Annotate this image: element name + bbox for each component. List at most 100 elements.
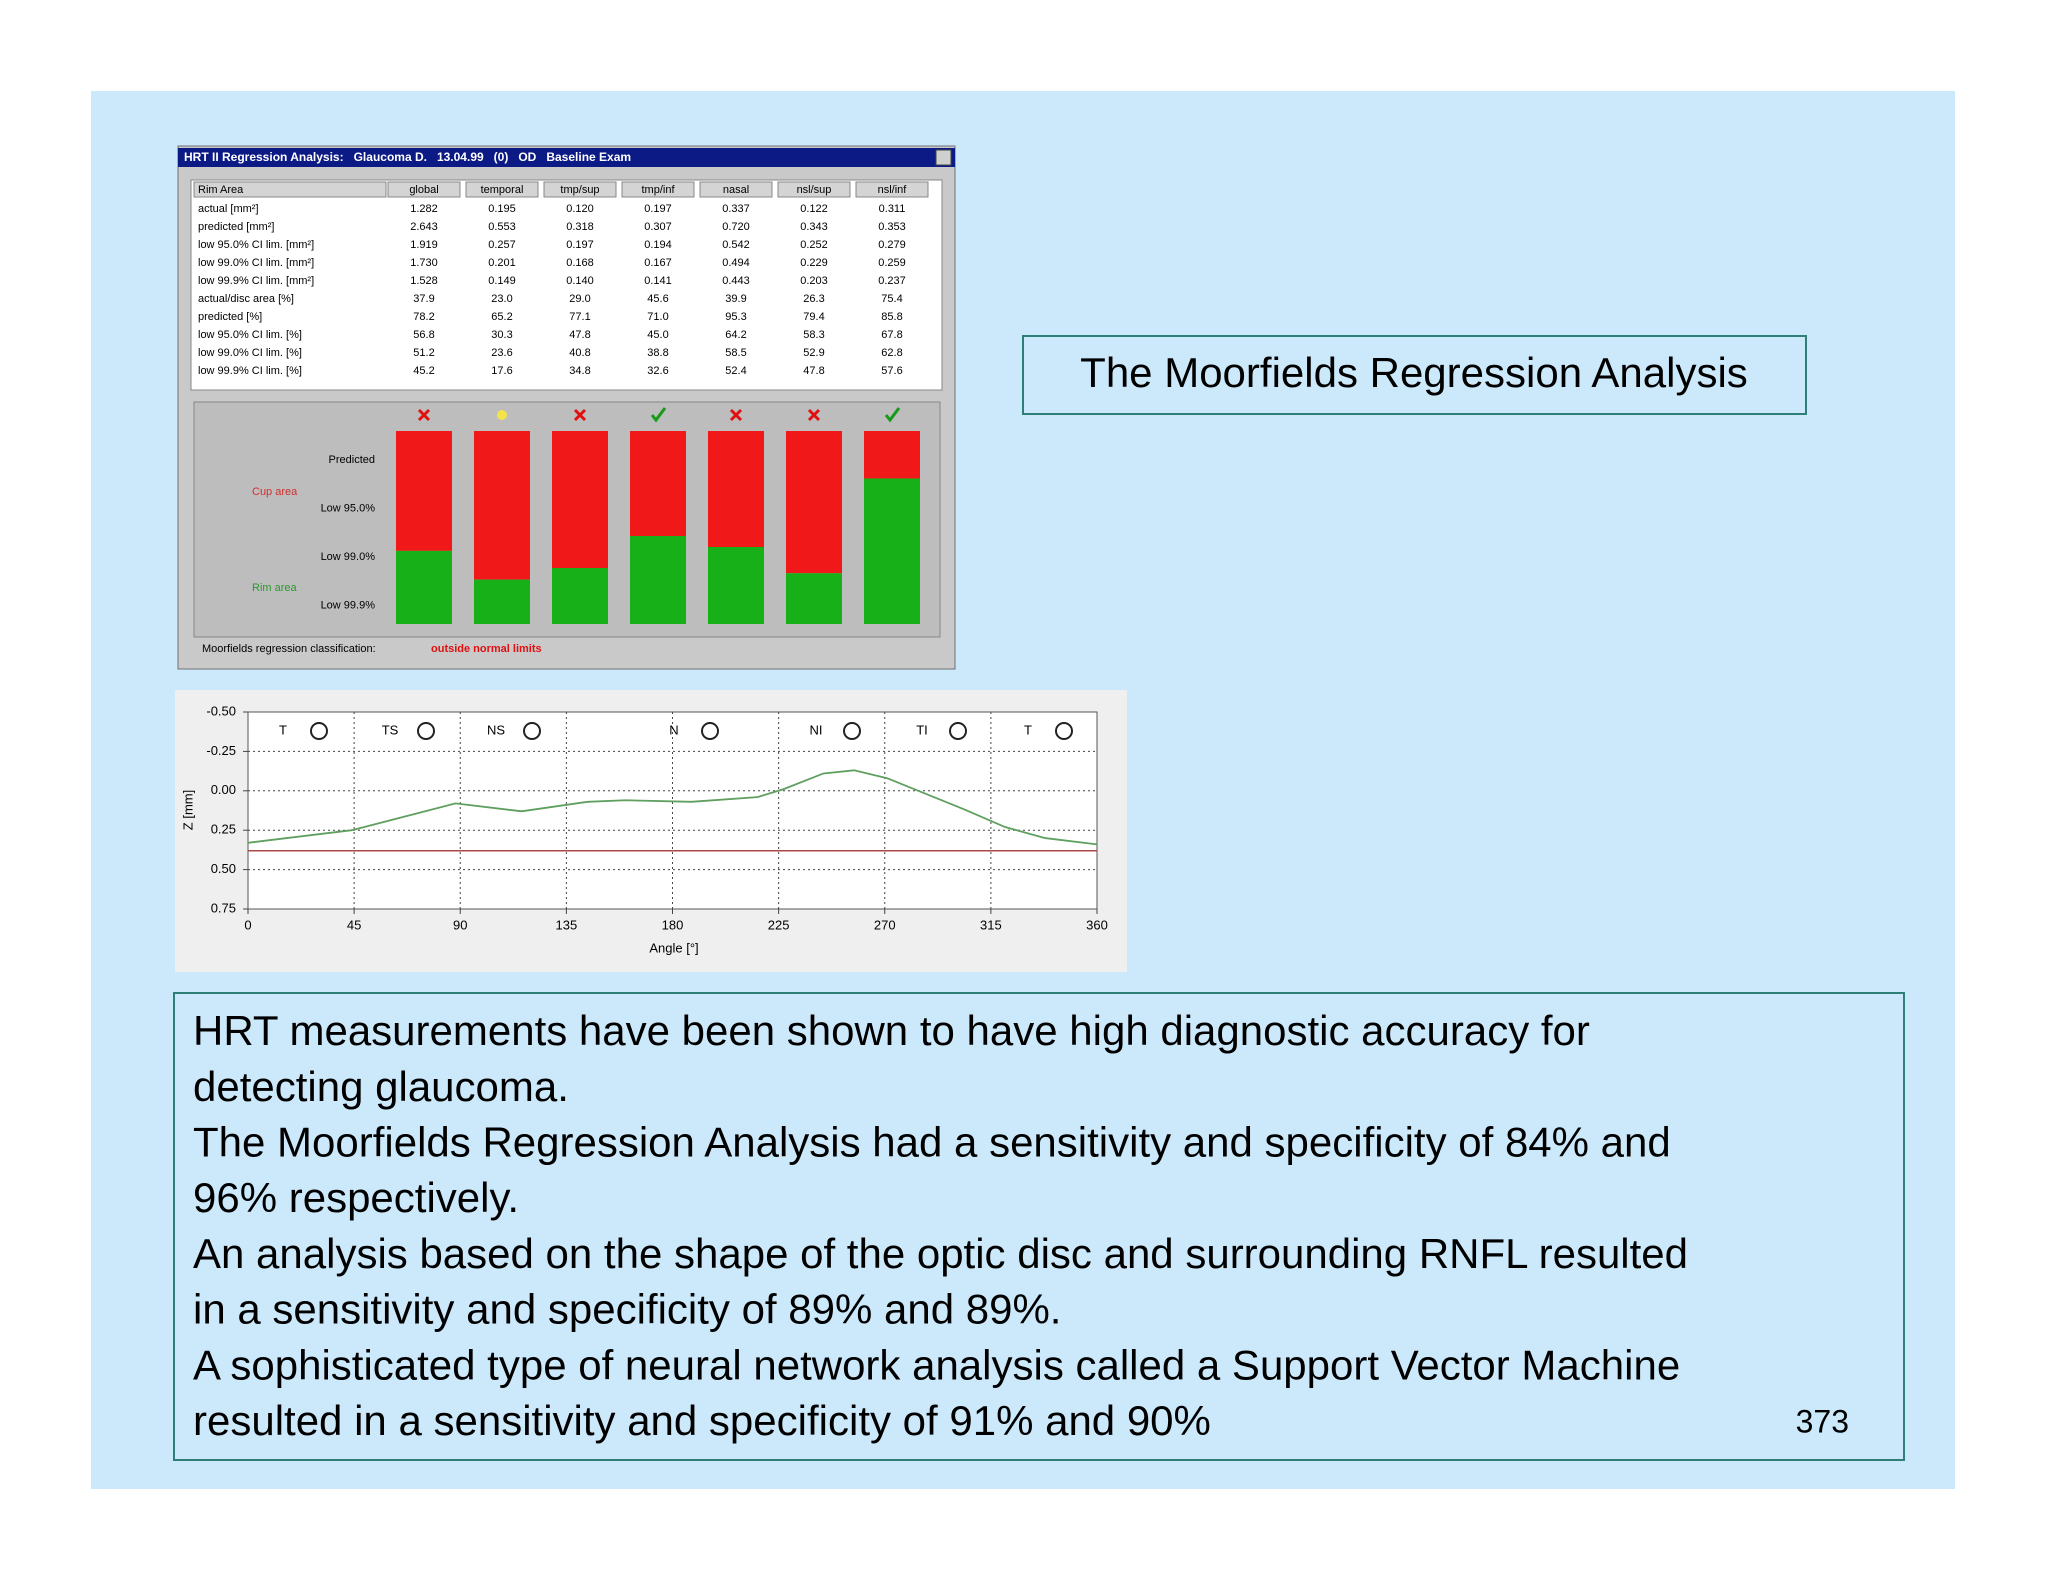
table-cell: 2.643	[410, 221, 438, 233]
table-header: nsl/sup	[797, 184, 832, 196]
body-box	[173, 992, 1905, 1461]
table-cell: 45.2	[413, 365, 434, 377]
table-cell: 0.343	[800, 221, 828, 233]
panel-label: Predicted	[329, 454, 375, 466]
header-cell	[699, 181, 773, 198]
table-cell: 1.919	[410, 239, 438, 251]
body-line: HRT measurements have been shown to have…	[193, 1007, 1590, 1054]
table-cell: 0.307	[644, 221, 672, 233]
y-tick-label: -0.50	[206, 703, 236, 718]
slide-title: The Moorfields Regression Analysis	[1080, 349, 1748, 396]
sector-icon	[701, 722, 719, 740]
sector-icon	[523, 722, 541, 740]
window-title-bar	[178, 148, 955, 167]
table-cell: 45.6	[647, 293, 668, 305]
x-tick-label: 315	[980, 917, 1002, 932]
table-cell: 40.8	[569, 347, 590, 359]
row-label: low 99.0% CI lim. [%]	[198, 347, 302, 359]
table-cell: 0.542	[722, 239, 750, 251]
header-cell	[543, 181, 617, 198]
sector-icon	[843, 722, 861, 740]
table-cell: 38.8	[647, 347, 668, 359]
table-cell: 17.6	[491, 365, 512, 377]
profile-line	[247, 769, 1098, 846]
body-line: resulted in a sensitivity and specificit…	[193, 1397, 1211, 1444]
y-tick-label: -0.25	[206, 743, 236, 758]
body-line: The Moorfields Regression Analysis had a…	[193, 1118, 1671, 1165]
table-cell: 0.141	[644, 275, 672, 287]
table-header: tmp/inf	[641, 184, 675, 196]
table-cell: 1.528	[410, 275, 438, 287]
header-cell	[193, 181, 387, 198]
header-cell	[465, 181, 539, 198]
y-tick-label: 0.25	[211, 822, 236, 837]
table-cell: 67.8	[881, 329, 902, 341]
table-header: tmp/sup	[560, 184, 599, 196]
row-label: low 95.0% CI lim. [mm²]	[198, 239, 314, 251]
cup-label: Cup area	[252, 486, 298, 498]
table-cell: 0.197	[566, 239, 594, 251]
table-cell: 0.203	[800, 275, 828, 287]
panel-label: Low 99.0%	[321, 551, 376, 563]
body-line: detecting glaucoma.	[193, 1063, 569, 1110]
table-cell: 65.2	[491, 311, 512, 323]
y-axis-label: Z [mm]	[180, 790, 195, 830]
y-tick-label: 0.50	[211, 861, 236, 876]
table-cell: 0.257	[488, 239, 516, 251]
status-icon	[573, 408, 587, 422]
table-cell: 23.0	[491, 293, 512, 305]
y-tick-label: 0.75	[211, 900, 236, 915]
table-cell: 79.4	[803, 311, 824, 323]
sector-icon	[310, 722, 328, 740]
table-cell: 45.0	[647, 329, 668, 341]
table-cell: 0.140	[566, 275, 594, 287]
table-header: nasal	[723, 184, 749, 196]
table-cell: 1.282	[410, 203, 438, 215]
table-cell: 37.9	[413, 293, 434, 305]
rim-bar	[864, 478, 920, 624]
row-label: low 95.0% CI lim. [%]	[198, 329, 302, 341]
page-number: 373	[1796, 1403, 1849, 1439]
body-line: A sophisticated type of neural network a…	[193, 1341, 1680, 1388]
x-tick-label: 225	[768, 917, 790, 932]
table-cell: 39.9	[725, 293, 746, 305]
table-cell: 0.149	[488, 275, 516, 287]
rim-bar	[786, 573, 842, 624]
x-tick-label: 0	[244, 917, 251, 932]
panel-label: Low 95.0%	[321, 502, 376, 514]
table-cell: 30.3	[491, 329, 512, 341]
table-cell: 0.311	[879, 203, 906, 215]
table-cell: 0.553	[488, 221, 516, 233]
cup-bar	[708, 431, 764, 547]
table-cell: 0.195	[488, 203, 516, 215]
x-tick-label: 180	[662, 917, 684, 932]
body-line: 96% respectively.	[193, 1174, 519, 1221]
table-cell: 0.279	[878, 239, 906, 251]
table-cell: 56.8	[413, 329, 434, 341]
status-icon	[417, 408, 431, 422]
rim-label: Rim area	[252, 582, 298, 594]
x-tick-label: 270	[874, 917, 896, 932]
table-cell: 0.259	[878, 257, 906, 269]
table-cell: 0.194	[644, 239, 672, 251]
table-cell: 58.5	[725, 347, 746, 359]
table-cell: 0.720	[722, 221, 750, 233]
table-cell: 0.353	[878, 221, 906, 233]
panel-label: Low 99.9%	[321, 599, 376, 611]
rim-bar	[630, 535, 686, 624]
table-cell: 47.8	[569, 329, 590, 341]
table-cell: 0.494	[722, 257, 750, 269]
table-cell: 47.8	[803, 365, 824, 377]
header-cell	[621, 181, 695, 198]
y-tick-label: 0.00	[211, 782, 236, 797]
sector-label: TI	[916, 722, 928, 737]
x-tick-label: 90	[453, 917, 467, 932]
title-box	[1022, 335, 1807, 415]
row-label: actual [mm²]	[198, 203, 259, 215]
table-cell: 85.8	[881, 311, 902, 323]
sector-label: N	[669, 722, 678, 737]
table-header: global	[409, 184, 438, 196]
table-cell: 0.229	[800, 257, 828, 269]
classification: outside normal limits	[431, 643, 542, 655]
